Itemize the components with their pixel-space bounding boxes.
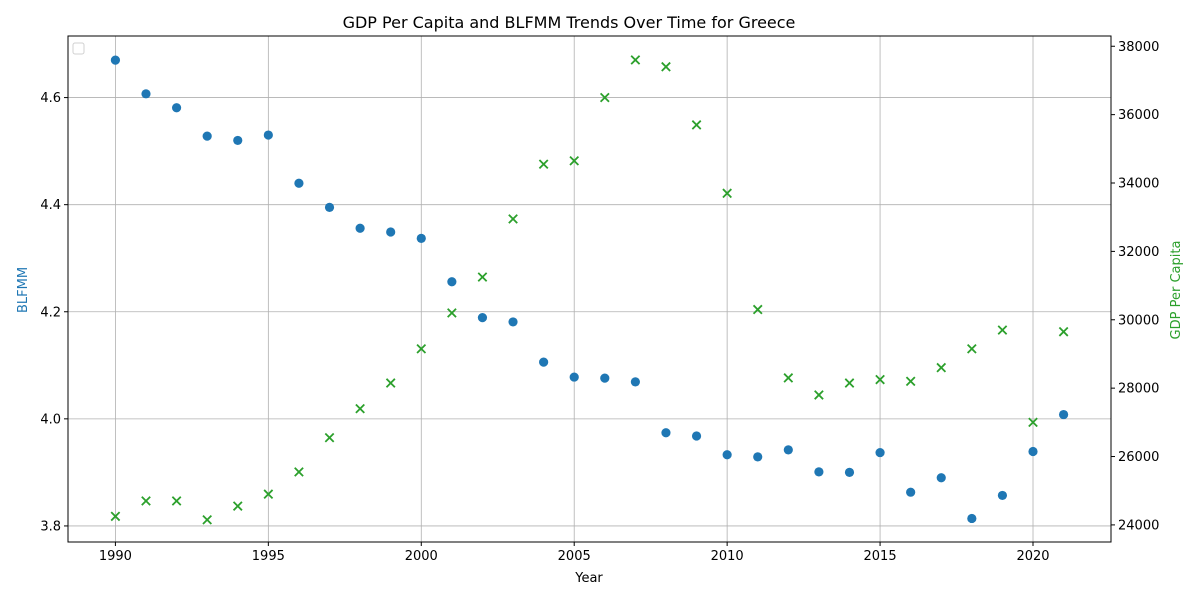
gdp-per-capita-point (202, 514, 213, 525)
chart-marks (110, 55, 1069, 525)
blfmm-point (691, 431, 702, 441)
gdp-per-capita-point (263, 489, 274, 499)
blfmm-point (661, 428, 671, 438)
blfmm-point (508, 317, 518, 327)
gdp-per-capita-point (630, 55, 641, 65)
blfmm-point (447, 277, 457, 287)
gdp-per-capita-point (416, 343, 427, 354)
blfmm-point (386, 227, 396, 237)
blfmm-point (783, 445, 793, 455)
gdp-per-capita-point (599, 92, 610, 103)
blfmm-point (233, 135, 243, 146)
blfmm-point (875, 447, 885, 458)
x-tick-label: 2015 (864, 549, 897, 564)
gdp-per-capita-point (569, 155, 580, 166)
x-tick-label: 1995 (252, 549, 285, 564)
blfmm-point (844, 467, 855, 477)
left-axis-title: BLFMM (16, 267, 31, 313)
blfmm-point (355, 223, 365, 233)
gdp-per-capita-point (447, 308, 457, 318)
blfmm-point (202, 131, 212, 141)
x-axis-title: Year (574, 571, 603, 586)
gdp-per-capita-point (661, 61, 671, 72)
right-tick-label: 28000 (1118, 382, 1159, 397)
blfmm-point (141, 89, 151, 99)
blfmm-point (263, 130, 273, 140)
x-tick-label: 2000 (405, 549, 438, 564)
gdp-per-capita-point (232, 501, 243, 511)
grid-lines (68, 36, 1111, 542)
gdp-per-capita-point (1058, 326, 1069, 337)
gdp-per-capita-point (875, 374, 885, 385)
gdp-per-capita-point (324, 432, 335, 443)
blfmm-point (477, 313, 488, 323)
blfmm-point (967, 513, 977, 524)
right-tick-label: 30000 (1118, 313, 1159, 328)
gdp-per-capita-point (722, 188, 732, 199)
gdp-per-capita-point (508, 214, 518, 224)
right-axis-ticks: 24000 26000 28000 30000 32000 34000 36000 38000 (1111, 40, 1159, 533)
blfmm-point (324, 202, 335, 212)
left-tick-label: 3.8 (40, 519, 61, 534)
left-axis-ticks: 3.8 4.0 4.2 4.4 4.6 (40, 91, 68, 534)
blfmm-point (600, 373, 610, 383)
x-tick-label: 2010 (711, 549, 744, 564)
blfmm-point (997, 490, 1008, 501)
gdp-per-capita-point (477, 272, 488, 282)
left-tick-label: 4.6 (40, 91, 61, 106)
blfmm-point (722, 450, 732, 460)
blfmm-point (539, 357, 549, 367)
right-axis-title: GDP Per Capita (1169, 241, 1184, 340)
blfmm-point (936, 473, 946, 483)
left-tick-label: 4.0 (40, 412, 61, 427)
gdp-per-capita-point (171, 496, 182, 506)
blfmm-point (110, 55, 121, 65)
chart-title: GDP Per Capita and BLFMM Trends Over Tim… (343, 13, 796, 32)
gdp-per-capita-point (141, 496, 151, 506)
gdp-per-capita-point (538, 159, 549, 170)
gdp-per-capita-point (752, 304, 763, 315)
left-tick-label: 4.2 (40, 305, 61, 320)
right-tick-label: 34000 (1118, 177, 1159, 192)
gdp-per-capita-point (905, 376, 916, 387)
left-tick-label: 4.4 (40, 198, 61, 213)
blfmm-point (814, 467, 824, 477)
blfmm-point (1058, 409, 1069, 420)
gdp-per-capita-point (691, 120, 702, 130)
gdp-per-capita-point (936, 362, 947, 373)
x-axis-ticks: 1990 1995 2000 2005 2010 2015 2020 (99, 542, 1050, 564)
gdp-per-capita-point (814, 390, 824, 400)
x-tick-label: 1990 (99, 549, 132, 564)
blfmm-point (416, 233, 426, 243)
blfmm-point (630, 377, 640, 387)
blfmm-point (1028, 446, 1038, 457)
gdp-per-capita-point (110, 511, 121, 522)
right-tick-label: 32000 (1118, 245, 1159, 260)
x-tick-label: 2020 (1016, 549, 1049, 564)
right-tick-label: 36000 (1118, 108, 1159, 123)
x-tick-label: 2005 (558, 549, 591, 564)
blfmm-point (294, 178, 304, 188)
blfmm-point (906, 487, 916, 497)
gdp-per-capita-point (966, 343, 977, 354)
gdp-per-capita-point (294, 467, 304, 477)
gdp-per-capita-point (355, 403, 365, 414)
gdp-per-capita-point (844, 378, 855, 388)
right-tick-label: 24000 (1118, 518, 1159, 533)
gdp-per-capita-point (1028, 417, 1038, 428)
right-tick-label: 38000 (1118, 40, 1159, 55)
plot-frame (67, 35, 1112, 543)
legend (72, 42, 85, 55)
gdp-per-capita-point (385, 378, 396, 388)
blfmm-point (171, 103, 182, 113)
blfmm-point (569, 372, 579, 382)
blfmm-point (753, 452, 763, 462)
gdp-per-capita-point (997, 325, 1008, 335)
right-tick-label: 26000 (1118, 450, 1159, 465)
gdp-per-capita-point (783, 373, 794, 383)
